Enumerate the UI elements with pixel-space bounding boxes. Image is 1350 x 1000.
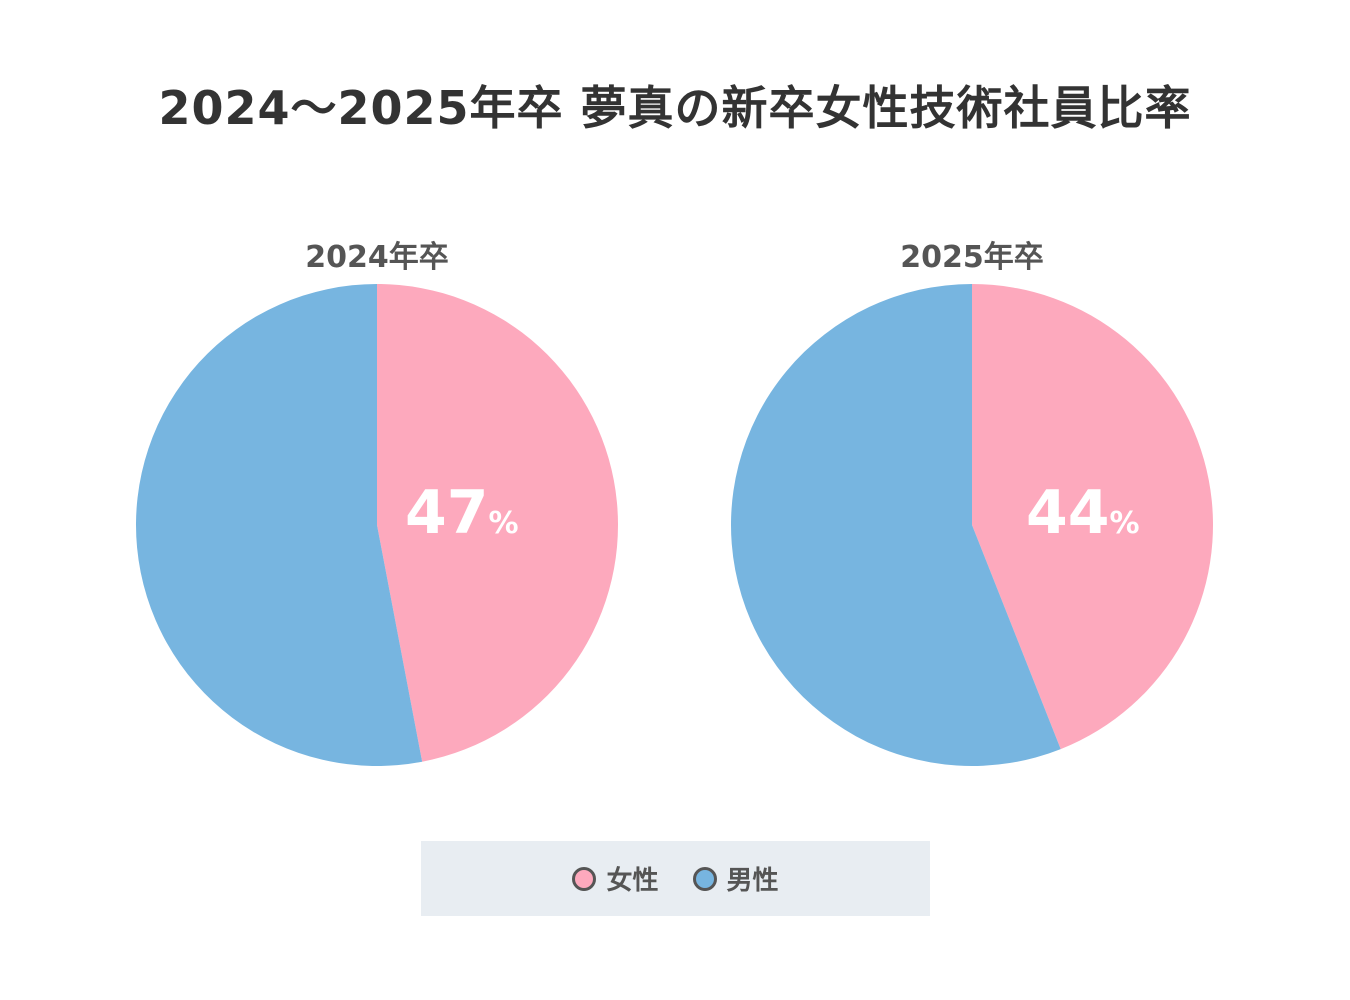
pie-2024 [136,284,619,766]
female-slice [972,284,1214,750]
female-swatch-icon [572,866,597,891]
male-swatch-icon [692,866,717,891]
pie-2024-label: 2024年卒 [305,240,449,275]
male-slice [731,284,1061,766]
pie-2025 [731,284,1214,766]
chart-title: 2024〜2025年卒 夢真の新卒女性技術社員比率 [158,81,1192,135]
pie-2024-female-pct: 47% [405,478,519,548]
legend-item-male: 男性 [692,860,779,897]
pie-2025-female-pct: 44% [1026,478,1140,548]
pie-2025-label: 2025年卒 [900,240,1044,275]
legend-item-female: 女性 [572,860,659,897]
male-slice [136,284,423,766]
female-slice [377,284,619,762]
legend: 女性 男性 [421,841,930,916]
